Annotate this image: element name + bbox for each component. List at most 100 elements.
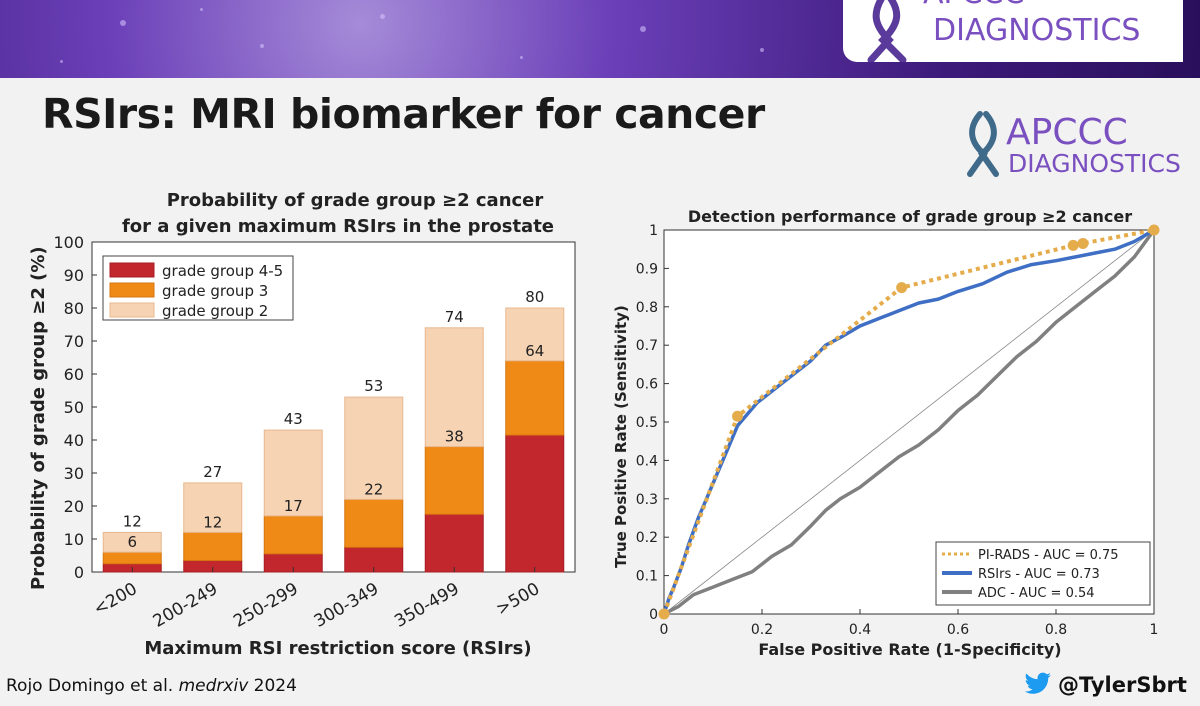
bar-ytick-label: 90: [64, 266, 84, 285]
bar-ytick-label: 60: [64, 365, 84, 384]
bar-total-label: 12: [123, 512, 142, 530]
bar-segment-gg3: [263, 515, 323, 555]
bar-chart: Probability of grade group ≥2 cancer for…: [28, 190, 576, 659]
roc-legend-label: PI-RADS - AUC = 0.75: [978, 548, 1119, 563]
twitter-bird-icon: [1024, 672, 1051, 694]
bar-legend-swatch: [109, 302, 155, 318]
bar-legend-label: grade group 3: [162, 282, 268, 300]
bar-ytick-label: 80: [64, 299, 84, 318]
roc-marker-pirads: [1067, 239, 1079, 251]
roc-xtick-label: 0: [660, 622, 669, 638]
bar-segment-gg3: [102, 551, 162, 565]
roc-xtick-label: 1: [1150, 622, 1159, 638]
bar-chart-title: Probability of grade group ≥2 cancer: [167, 190, 544, 211]
bar-segment-gg2: [424, 327, 484, 448]
bar-xtick-label: 300-349: [311, 579, 383, 632]
bar-xtick-label: >500: [493, 579, 543, 620]
bar-segment-gg3: [505, 360, 565, 436]
bar-segment-gg2: [344, 396, 404, 500]
roc-ytick-label: 0: [649, 607, 658, 623]
roc-xtick-label: 0.6: [947, 622, 969, 638]
citation: Rojo Domingo et al. medrxiv 2024: [6, 676, 297, 696]
bar-ytick-label: 50: [64, 398, 84, 417]
bar-cumulative-label: 22: [364, 480, 383, 498]
roc-chart: Detection performance of grade group ≥2 …: [612, 207, 1160, 659]
header-logo-line2: DIAGNOSTICS: [933, 13, 1140, 48]
roc-marker-pirads: [658, 608, 670, 620]
roc-legend: PI-RADS - AUC = 0.75 RSIrs - AUC = 0.73 AD…: [935, 541, 1151, 606]
bar-legend: grade group 4-5 grade group 3 grade group …: [102, 255, 294, 321]
bar-legend-swatch: [109, 282, 155, 298]
citation-journal: medrxiv: [178, 676, 249, 696]
bar-ytick-label: 30: [64, 464, 84, 483]
roc-xtick-label: 0.8: [1045, 622, 1067, 638]
slide-logo: APCCC DIAGNOSTICS: [967, 111, 1180, 178]
roc-ytick-label: 0.1: [636, 569, 658, 585]
roc-legend-label: ADC - AUC = 0.54: [978, 586, 1095, 601]
roc-marker-pirads: [1148, 224, 1160, 236]
citation-prefix: Rojo Domingo et al.: [6, 676, 179, 696]
page-title: RSIrs: MRI biomarker for cancer: [42, 90, 765, 138]
roc-marker-pirads: [1077, 237, 1089, 249]
slide-logo-line1: APCCC: [1006, 112, 1128, 153]
twitter-credit: @TylerSbrt: [1022, 672, 1187, 697]
bar-xtick-label: 250-299: [230, 579, 302, 632]
header-logo-art: APCCC DIAGNOSTICS: [867, 0, 1140, 64]
ribbon-icon: [967, 111, 999, 177]
roc-xtick-label: 0.2: [751, 622, 773, 638]
bar-segment-gg2: [183, 482, 243, 533]
bar-cumulative-label: 17: [284, 497, 303, 515]
roc-xtick-label: 0.4: [849, 622, 871, 638]
bar-cumulative-label: 6: [127, 533, 137, 551]
bar-legend-label: grade group 4-5: [162, 262, 283, 280]
roc-ytick-label: 0.4: [636, 453, 658, 469]
bar-ytick-label: 0: [74, 563, 84, 582]
header-logo-line1: APCCC: [923, 0, 1024, 11]
citation-year: 2024: [248, 676, 297, 696]
bar-legend-swatch: [109, 262, 155, 278]
bar-ytick-label: 70: [64, 332, 84, 351]
roc-ytick-label: 0.8: [636, 300, 658, 316]
roc-chart-title: Detection performance of grade group ≥2 …: [688, 207, 1132, 226]
header-logo: APCCC DIAGNOSTICS: [843, 0, 1183, 64]
bar-ytick-label: 10: [64, 530, 84, 549]
roc-ytick-label: 0.5: [636, 415, 658, 431]
roc-ytick-label: 0.2: [636, 530, 658, 546]
slide-logo-line2: DIAGNOSTICS: [1008, 149, 1180, 178]
roc-reference-diagonal: [663, 229, 1155, 615]
bar-segment-gg2: [505, 307, 565, 362]
roc-chart-ylabel: True Positive Rate (Sensitivity): [612, 305, 630, 568]
bar-xtick-label: <200: [90, 579, 140, 620]
bar-segment-gg45: [505, 434, 565, 573]
roc-ytick-label: 0.7: [636, 338, 658, 354]
roc-marker-pirads: [732, 410, 743, 422]
bar-segment-gg3: [183, 531, 243, 561]
bar-legend-label: grade group 2: [162, 302, 268, 320]
bar-total-label: 43: [284, 410, 303, 428]
bar-segment-gg3: [344, 498, 404, 548]
bar-segment-gg2: [263, 429, 323, 517]
roc-ytick-label: 0.9: [636, 261, 658, 277]
bar-total-label: 27: [203, 463, 222, 481]
bar-chart-subtitle: for a given maximum RSIrs in the prostat…: [122, 216, 554, 237]
bar-total-label: 53: [364, 377, 383, 395]
roc-ytick-label: 0.3: [636, 492, 658, 508]
bar-xtick-label: 200-249: [150, 579, 222, 632]
roc-chart-xlabel: False Positive Rate (1-Specificity): [758, 640, 1061, 659]
bar-chart-ylabel: Probability of grade group ≥2 (%): [28, 246, 49, 590]
bar-total-label: 80: [525, 288, 544, 306]
bar-cumulative-label: 12: [203, 513, 222, 531]
bar-total-label: 74: [445, 308, 464, 326]
bar-cumulative-label: 64: [525, 342, 544, 360]
bar-cumulative-label: 38: [445, 428, 464, 446]
roc-line-adc: [663, 228, 1156, 616]
roc-ytick-label: 0.6: [636, 377, 658, 393]
twitter-handle: @TylerSbrt: [1058, 673, 1187, 697]
roc-ytick-label: 1: [649, 223, 658, 239]
bar-segment-gg2: [102, 531, 162, 553]
bar-ytick-label: 40: [64, 431, 84, 450]
roc-legend-label: RSIrs - AUC = 0.73: [978, 567, 1100, 582]
roc-line-pirads: [662, 228, 1155, 615]
bar-segment-gg45: [424, 513, 484, 573]
bar-ytick-label: 100: [53, 233, 84, 252]
